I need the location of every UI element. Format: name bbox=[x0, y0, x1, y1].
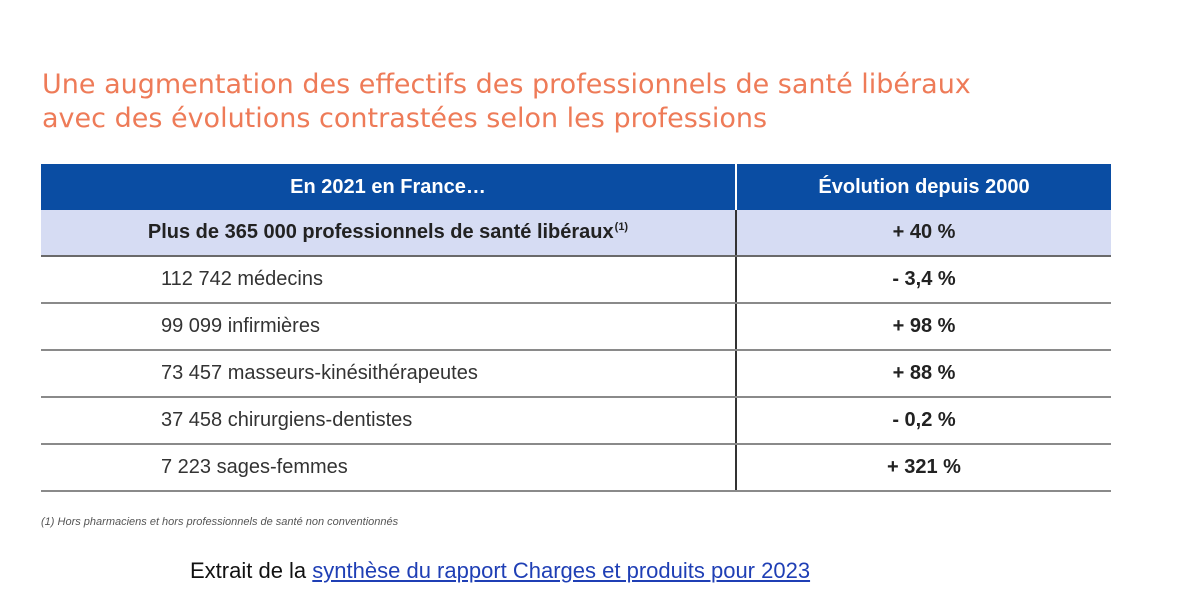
footnote: (1) Hors pharmaciens et hors professionn… bbox=[41, 516, 398, 528]
row-label: 37 458 chirurgiens-dentistes bbox=[41, 397, 737, 445]
total-label: Plus de 365 000 professionnels de santé … bbox=[147, 221, 614, 243]
source-prefix: Extrait de la bbox=[190, 558, 307, 583]
table-row: 112 742 médecins - 3,4 % bbox=[41, 256, 1111, 304]
table-row: 37 458 chirurgiens-dentistes - 0,2 % bbox=[41, 397, 1111, 445]
table-row: 73 457 masseurs-kinésithérapeutes + 88 % bbox=[41, 350, 1111, 398]
row-label: 73 457 masseurs-kinésithérapeutes bbox=[41, 350, 737, 398]
table-total-row: Plus de 365 000 professionnels de santé … bbox=[41, 210, 1111, 257]
footnote-ref: (1) bbox=[41, 516, 55, 528]
header-evolution: Évolution depuis 2000 bbox=[736, 164, 1111, 210]
source-report-link[interactable]: synthèse du rapport Charges et produits … bbox=[312, 558, 811, 583]
professionals-table: En 2021 en France… Évolution depuis 2000… bbox=[41, 164, 1111, 492]
page-title: Une augmentation des effectifs des profe… bbox=[42, 68, 1142, 136]
row-value: - 3,4 % bbox=[736, 256, 1111, 304]
source-citation: Extrait de la synthèse du rapport Charge… bbox=[190, 558, 810, 584]
footnote-text: Hors pharmaciens et hors professionnels … bbox=[57, 516, 399, 528]
title-line-1: Une augmentation des effectifs des profe… bbox=[42, 69, 971, 100]
table-row: 99 099 infirmières + 98 % bbox=[41, 303, 1111, 351]
row-value: + 98 % bbox=[736, 303, 1111, 351]
total-label-cell: Plus de 365 000 professionnels de santé … bbox=[41, 210, 737, 257]
title-line-2: avec des évolutions contrastées selon le… bbox=[42, 103, 768, 134]
row-label: 7 223 sages-femmes bbox=[41, 444, 737, 492]
total-value: + 40 % bbox=[736, 210, 1111, 257]
header-year-france: En 2021 en France… bbox=[41, 164, 737, 210]
row-value: - 0,2 % bbox=[736, 397, 1111, 445]
row-label: 112 742 médecins bbox=[41, 256, 737, 304]
row-value: + 88 % bbox=[736, 350, 1111, 398]
table-header-row: En 2021 en France… Évolution depuis 2000 bbox=[41, 164, 1111, 210]
row-value: + 321 % bbox=[736, 444, 1111, 492]
row-label: 99 099 infirmières bbox=[41, 303, 737, 351]
table-row: 7 223 sages-femmes + 321 % bbox=[41, 444, 1111, 492]
total-footnote-ref: (1) bbox=[614, 221, 629, 233]
